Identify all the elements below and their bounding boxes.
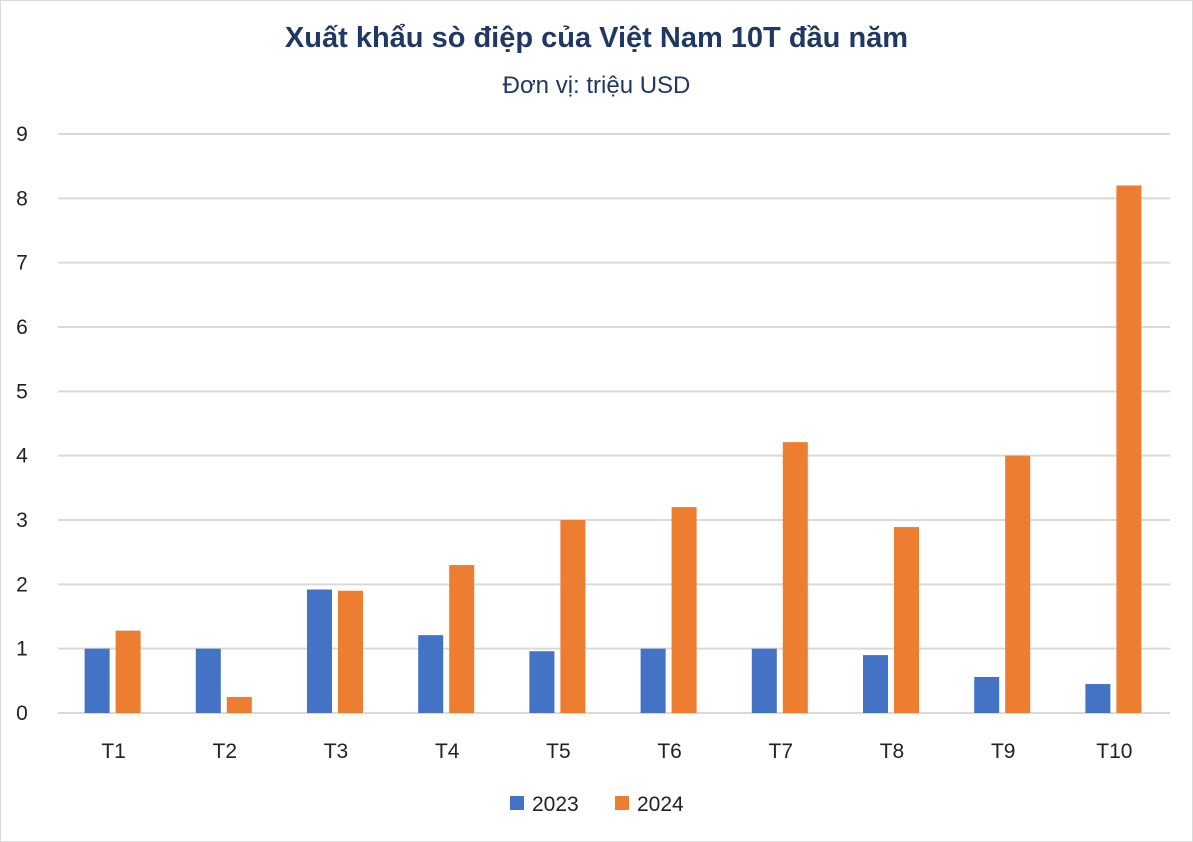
bar-2024-T6 [671,507,697,713]
bar-2023-T5 [529,651,555,713]
x-tick-label: T6 [657,740,682,763]
bar-2023-T3 [307,589,332,713]
x-tick-label: T2 [213,740,238,763]
bar-2023-T4 [418,635,444,713]
bar-2024-T8 [894,527,919,713]
x-tick-label: T4 [435,740,460,763]
y-tick-label: 2 [16,573,28,596]
x-tick-label: T1 [101,740,126,763]
chart-title: Xuất khẩu sò điệp của Việt Nam 10T đầu n… [284,22,909,54]
legend-swatch-2023 [510,796,524,810]
bar-2024-T5 [560,520,586,713]
bar-2024-T7 [782,442,808,713]
y-tick-label: 7 [16,252,28,275]
bar-2024-T10 [1116,185,1142,713]
legend-swatch-2024 [615,796,629,810]
bar-2023-T8 [863,655,888,713]
bar-2024-T4 [449,565,475,713]
bar-2023-T9 [974,676,1000,713]
bar-2024-T2 [226,696,252,713]
legend-label-2024: 2024 [637,793,684,816]
y-tick-label: 6 [16,316,28,339]
y-tick-label: 0 [16,702,28,725]
bar-2023-T6 [640,648,666,713]
y-tick-label: 1 [16,638,28,661]
x-tick-label: T8 [880,740,905,763]
chart-subtitle: Đơn vị: triệu USD [502,72,691,99]
x-tick-label: T10 [1096,740,1132,763]
bar-2023-T1 [84,648,110,713]
bar-2024-T9 [1005,455,1031,713]
x-tick-label: T3 [324,740,349,763]
bar-2023-T7 [751,648,777,713]
x-tick-label: T5 [546,740,571,763]
bar-2024-T1 [115,630,141,713]
y-tick-label: 5 [16,380,28,403]
y-tick-label: 3 [16,509,28,532]
x-tick-label: T7 [769,740,794,763]
y-tick-label: 8 [16,187,28,210]
legend-label-2023: 2023 [532,793,579,816]
y-tick-label: 4 [16,445,28,468]
bar-2024-T3 [338,590,363,713]
bar-2023-T10 [1085,684,1111,713]
bar-2023-T2 [195,648,221,713]
x-tick-label: T9 [991,740,1016,763]
y-tick-label: 9 [16,123,28,146]
